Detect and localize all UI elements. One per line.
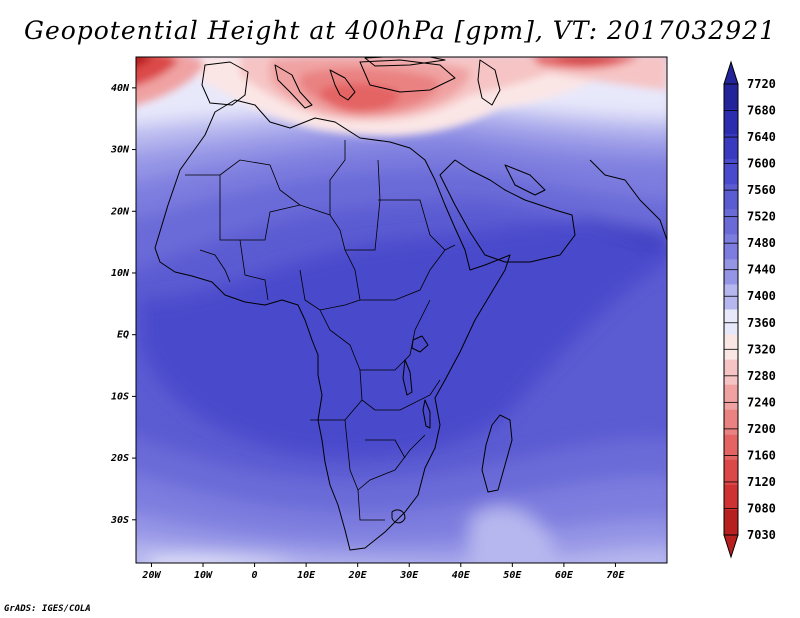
- colorbar-swatch: [724, 284, 738, 310]
- lake-victoria: [411, 335, 429, 353]
- colorbar-label: 7120: [747, 475, 776, 489]
- colorbar-swatch: [724, 359, 738, 386]
- colorbar-swatch: [724, 109, 738, 135]
- lon-tick-label: 70E: [606, 570, 625, 581]
- colorbar-label: 7320: [747, 342, 776, 356]
- colorbar-label: 7720: [747, 77, 776, 91]
- colorbar: 7720 7680 7640 7600 7560 7520 7480 7440 7400 7360…: [723, 60, 776, 559]
- country-borders: [185, 140, 456, 521]
- longitude-axis: 20W 10W 0 10E 20E 30E 40E 50E 60E 70E: [141, 563, 625, 581]
- colorbar-label: 7080: [747, 501, 776, 515]
- colorbar-swatch: [724, 309, 738, 336]
- colorbar-label: 7440: [747, 263, 776, 277]
- latitude-axis: 40N 30N 20N 10N EQ 10S 20S 30S: [110, 83, 136, 526]
- colorbar-label: 7680: [747, 104, 776, 118]
- lat-tick-label: 20N: [110, 206, 130, 217]
- lat-tick-label: 10S: [111, 391, 129, 402]
- africa-coastline: [154, 99, 511, 551]
- colorbar-label: 7360: [747, 316, 776, 330]
- lon-tick-label: 20E: [348, 570, 368, 581]
- lat-tick-label: 30N: [110, 145, 130, 156]
- colorbar-label: 7640: [747, 130, 776, 144]
- lon-tick-label: 50E: [503, 570, 522, 581]
- southern-gradient: [136, 436, 667, 563]
- lon-tick-label: 10E: [297, 570, 316, 581]
- lon-tick-label: 40E: [452, 570, 471, 581]
- lake-tanganyika: [402, 359, 413, 396]
- colorbar-top-arrow: [723, 60, 739, 85]
- anatolia-coastline: [359, 59, 456, 93]
- lat-tick-label: 10N: [111, 268, 130, 279]
- colorbar-label: 7160: [747, 448, 776, 462]
- lat-tick-label: EQ: [117, 330, 129, 341]
- colorbar-swatch: [724, 384, 738, 411]
- lon-tick-label: 0: [252, 570, 258, 581]
- arabia-coastline: [439, 159, 576, 263]
- colorbar-label: 7600: [747, 157, 776, 171]
- colorbar-label: 7240: [747, 395, 776, 409]
- colorbar-swatch: [724, 259, 738, 285]
- mediterranean-trough: [136, 57, 667, 136]
- black-sea-coastline: [364, 57, 446, 67]
- colorbar-swatch: [724, 234, 738, 260]
- colorbar-swatch: [724, 409, 738, 436]
- colorbar-swatch: [724, 209, 738, 235]
- colorbar-swatch: [724, 134, 738, 160]
- greece-coastline: [329, 69, 356, 101]
- colorbar-swatch: [724, 509, 738, 536]
- lon-tick-label: 20W: [141, 570, 161, 581]
- colorbar-swatch: [724, 459, 738, 486]
- colorbar-swatch: [724, 484, 738, 511]
- colorbar-bottom-arrow: [723, 534, 739, 559]
- colorbar-label: 7280: [747, 369, 776, 383]
- grads-credit: GrADS: IGES/COLA: [4, 604, 91, 614]
- lat-tick-label: 20S: [110, 453, 129, 464]
- colorbar-label: 7030: [747, 528, 776, 542]
- colorbar-label: 7200: [747, 422, 776, 436]
- colorbar-label: 7520: [747, 210, 776, 224]
- colorbar-label: 7400: [747, 289, 776, 303]
- india-coastline: [589, 159, 667, 241]
- caspian-coastline: [477, 59, 501, 106]
- italy-coastline: [274, 64, 313, 109]
- colorbar-swatch: [724, 184, 738, 210]
- plot-frame: [135, 56, 668, 564]
- lat-tick-label: 40N: [111, 83, 130, 94]
- madagascar-coastline: [481, 414, 513, 493]
- colorbar-swatch: [724, 434, 738, 461]
- lat-tick-label: 30S: [110, 515, 129, 526]
- lon-tick-label: 60E: [555, 570, 574, 581]
- colorbar-label: 7560: [747, 183, 776, 197]
- persian-gulf-coastline: [504, 164, 546, 196]
- lake-malawi: [422, 399, 431, 429]
- map-title: Geopotential Height at 400hPa [gpm], VT:…: [23, 16, 777, 45]
- colorbar-swatch: [724, 334, 738, 361]
- lesotho-border: [391, 509, 406, 524]
- colorbar-label: 7480: [747, 236, 776, 250]
- lon-tick-label: 10W: [194, 570, 213, 581]
- colorbar-swatch: [724, 84, 738, 110]
- lon-tick-label: 30E: [399, 570, 419, 581]
- colorbar-swatch: [724, 159, 738, 185]
- height-field: [136, 57, 667, 563]
- coastlines: [154, 57, 667, 551]
- iberia-coastline: [201, 61, 249, 106]
